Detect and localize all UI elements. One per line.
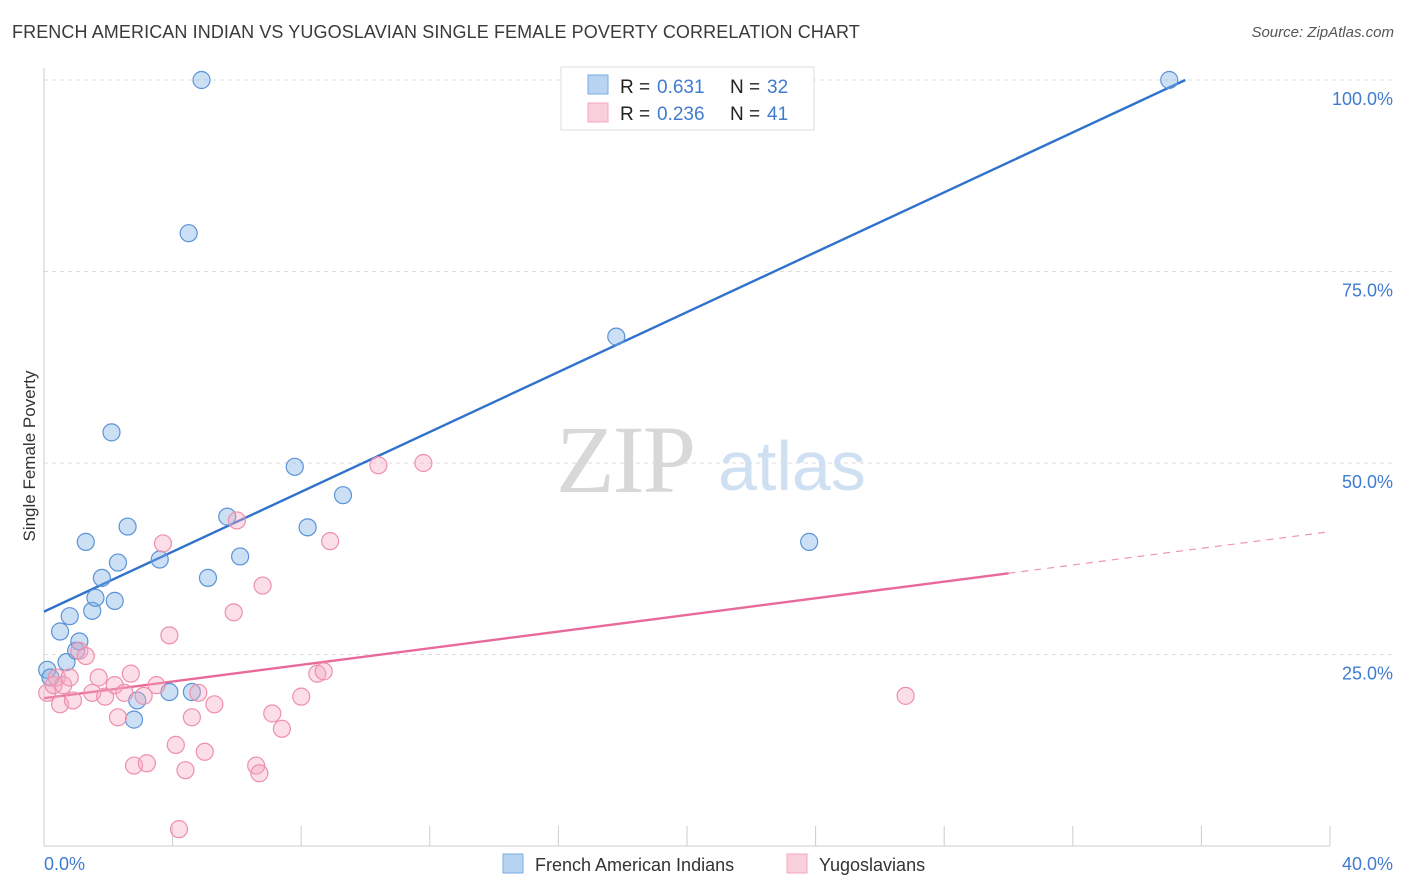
x-tick-label-min: 0.0% bbox=[44, 854, 85, 874]
data-point-series-1 bbox=[60, 607, 79, 626]
data-point-series-1 bbox=[150, 550, 169, 569]
data-point-series-1 bbox=[800, 532, 819, 551]
y-axis-title: Single Female Poverty bbox=[20, 370, 39, 542]
data-point-series-2 bbox=[60, 668, 79, 687]
data-point-series-1 bbox=[607, 327, 626, 346]
data-point-series-1 bbox=[285, 457, 304, 476]
data-point-series-2 bbox=[169, 820, 189, 839]
series-legend-swatch-1 bbox=[502, 853, 524, 874]
data-point-series-2 bbox=[369, 456, 388, 475]
data-point-series-2 bbox=[224, 603, 243, 622]
data-point-series-2 bbox=[121, 664, 140, 683]
data-point-series-2 bbox=[76, 646, 95, 666]
data-point-series-1 bbox=[198, 568, 218, 588]
data-point-series-2 bbox=[314, 662, 333, 681]
data-point-series-1 bbox=[86, 588, 105, 607]
data-point-series-2 bbox=[108, 708, 128, 727]
data-point-series-2 bbox=[153, 534, 173, 553]
data-point-series-2 bbox=[414, 453, 433, 473]
data-point-series-2 bbox=[253, 576, 272, 595]
data-point-series-2 bbox=[195, 742, 214, 761]
data-point-series-2 bbox=[147, 676, 166, 695]
data-point-series-2 bbox=[115, 683, 134, 702]
data-point-series-2 bbox=[189, 683, 208, 702]
y-tick-label: 75.0% bbox=[1342, 281, 1393, 301]
legend-r-value-2: 0.236 bbox=[657, 104, 705, 125]
legend-r-label-2: R = bbox=[620, 104, 650, 125]
data-point-series-2 bbox=[292, 687, 311, 706]
legend-n-value-1: 32 bbox=[767, 77, 788, 98]
watermark-atlas: atlas bbox=[718, 427, 866, 505]
data-point-series-1 bbox=[92, 568, 111, 588]
data-point-series-2 bbox=[134, 686, 153, 705]
watermark-zip: ZIP bbox=[556, 406, 694, 513]
data-point-series-2 bbox=[105, 676, 124, 695]
legend-n-label-2: N = bbox=[730, 104, 760, 125]
data-point-series-2 bbox=[89, 668, 108, 687]
trend-line-series-2 bbox=[43, 572, 1009, 700]
data-point-series-2 bbox=[166, 735, 185, 754]
data-point-series-2 bbox=[63, 691, 83, 710]
data-point-series-1 bbox=[124, 710, 144, 729]
data-point-series-2 bbox=[272, 719, 292, 738]
legend-r-label-1: R = bbox=[620, 77, 650, 98]
series-legend-label-1: French American Indians bbox=[535, 855, 734, 875]
trend-line-series-1 bbox=[43, 78, 1186, 613]
data-point-series-2 bbox=[250, 764, 269, 783]
data-point-series-1 bbox=[105, 591, 124, 610]
legend-r-value-1: 0.631 bbox=[657, 77, 705, 98]
data-point-series-1 bbox=[179, 224, 198, 243]
data-point-series-1 bbox=[50, 622, 70, 641]
data-point-series-1 bbox=[333, 486, 353, 505]
legend-swatch-yugoslavians bbox=[587, 102, 609, 123]
series-legend-label-2: Yugoslavians bbox=[819, 855, 925, 875]
legend-n-label-1: N = bbox=[730, 77, 760, 98]
legend-n-value-2: 41 bbox=[767, 104, 788, 125]
y-tick-label: 50.0% bbox=[1342, 472, 1393, 492]
axes bbox=[43, 68, 1331, 847]
data-point-series-1 bbox=[118, 517, 137, 536]
data-point-series-1 bbox=[76, 532, 95, 551]
series-legend: French American Indians Yugoslavians bbox=[502, 853, 925, 875]
data-points bbox=[38, 70, 1179, 839]
trend-extension-series-2 bbox=[1008, 531, 1331, 574]
stats-legend-box: R = 0.631 N = 32 R = 0.236 N = 41 bbox=[560, 66, 815, 131]
data-point-series-2 bbox=[227, 511, 246, 530]
data-point-series-1 bbox=[231, 547, 250, 566]
trend-lines bbox=[43, 78, 1331, 700]
data-point-series-2 bbox=[896, 686, 915, 705]
data-point-series-1 bbox=[298, 518, 317, 537]
data-point-series-2 bbox=[176, 761, 195, 780]
data-point-series-2 bbox=[160, 626, 179, 645]
series-legend-swatch-2 bbox=[786, 853, 808, 874]
data-point-series-2 bbox=[137, 754, 156, 773]
legend-swatch-french-american-indians bbox=[587, 74, 609, 95]
data-point-series-2 bbox=[205, 695, 224, 714]
source-label: Source: ZipAtlas.com bbox=[1251, 24, 1394, 41]
data-point-series-1 bbox=[182, 682, 201, 702]
y-tick-label: 25.0% bbox=[1342, 664, 1393, 684]
data-point-series-2 bbox=[263, 704, 282, 723]
data-point-series-1 bbox=[102, 423, 121, 442]
y-tick-label: 100.0% bbox=[1332, 89, 1393, 109]
zipatlas-watermark: ZIP atlas bbox=[556, 406, 866, 513]
data-point-series-2 bbox=[182, 708, 201, 727]
x-tick-label-max: 40.0% bbox=[1342, 854, 1393, 874]
gridlines: 25.0% 50.0% 75.0% 100.0% bbox=[44, 79, 1393, 684]
chart-title: FRENCH AMERICAN INDIAN VS YUGOSLAVIAN SI… bbox=[12, 22, 860, 42]
data-point-series-1 bbox=[1160, 70, 1179, 90]
data-point-series-1 bbox=[108, 553, 128, 572]
data-point-series-2 bbox=[321, 532, 340, 551]
data-point-series-1 bbox=[218, 507, 237, 526]
data-point-series-1 bbox=[192, 70, 211, 90]
